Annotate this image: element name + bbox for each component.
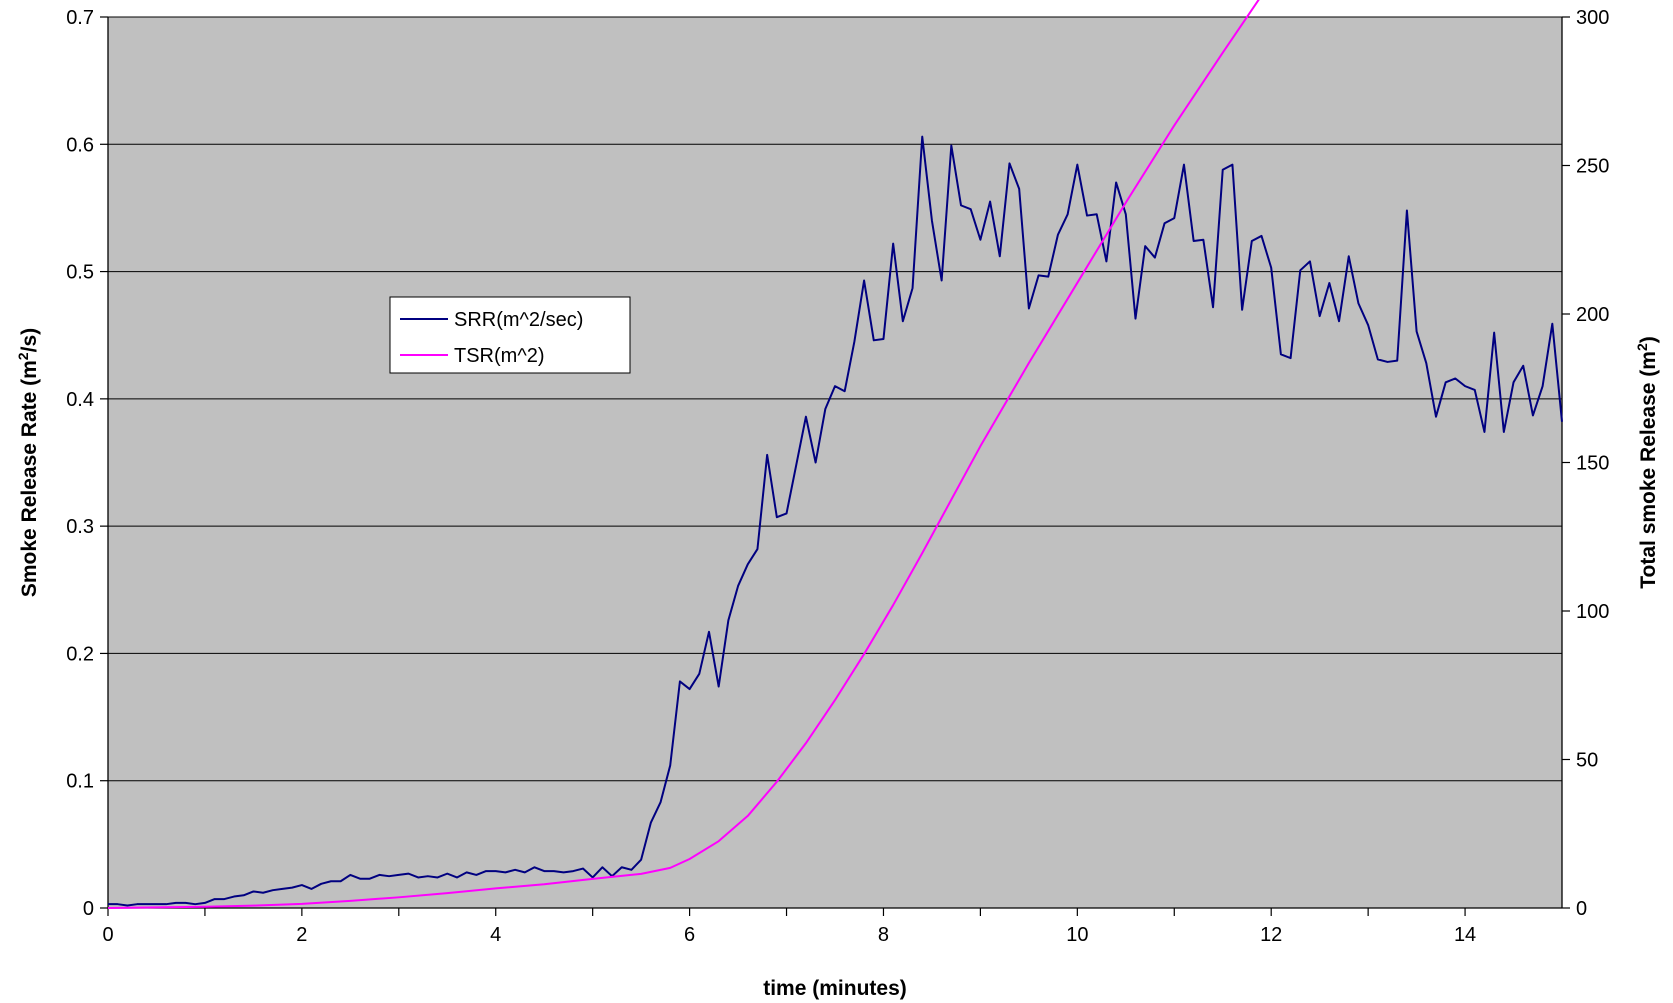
legend-entry-label: TSR(m^2): [454, 345, 545, 367]
x-tick-label: 14: [1454, 924, 1476, 946]
x-tick-label: 10: [1066, 924, 1088, 946]
plot-area: [107, 16, 1563, 909]
legend: SRR(m^2/sec) TSR(m^2): [389, 296, 631, 374]
y-tick-label: 0.3: [66, 516, 94, 538]
y2-tick-label: 250: [1576, 156, 1609, 178]
y-tick-label: 0.7: [66, 7, 94, 29]
gridlines: [108, 16, 1562, 782]
y-tick-label: 0.6: [66, 134, 94, 156]
x-tick-label: 4: [490, 924, 501, 946]
y2-tick-label: 300: [1576, 7, 1609, 29]
legend-box: [389, 296, 631, 374]
axes: 00.10.20.30.40.50.60.7050100150200250300…: [66, 7, 1609, 946]
x-tick-label: 12: [1260, 924, 1282, 946]
y-tick-label: 0.4: [66, 389, 94, 411]
y2-tick-label: 0: [1576, 898, 1587, 920]
y2-tick-label: 50: [1576, 750, 1598, 772]
x-tick-label: 6: [684, 924, 695, 946]
series-line-srr: [108, 135, 1563, 907]
series-lines: [107, 0, 1563, 909]
y2-tick-label: 100: [1576, 601, 1609, 623]
x-tick-label: 0: [102, 924, 113, 946]
series-line-tsr: [107, 0, 1260, 909]
x-tick-label: 8: [878, 924, 889, 946]
x-tick-label: 2: [296, 924, 307, 946]
y-axis-title: Smoke Release Rate (m2/s): [15, 328, 41, 597]
y2-tick-label: 150: [1576, 453, 1609, 475]
x-axis-title: time (minutes): [763, 977, 907, 1000]
y-tick-label: 0: [83, 898, 94, 920]
y2-tick-label: 200: [1576, 304, 1609, 326]
y2-axis-title: Total smoke Release (m2): [1634, 336, 1660, 589]
y-tick-label: 0.1: [66, 771, 94, 793]
y-tick-label: 0.2: [66, 643, 94, 665]
y-tick-label: 0.5: [66, 262, 94, 284]
legend-entry-label: SRR(m^2/sec): [454, 309, 583, 331]
